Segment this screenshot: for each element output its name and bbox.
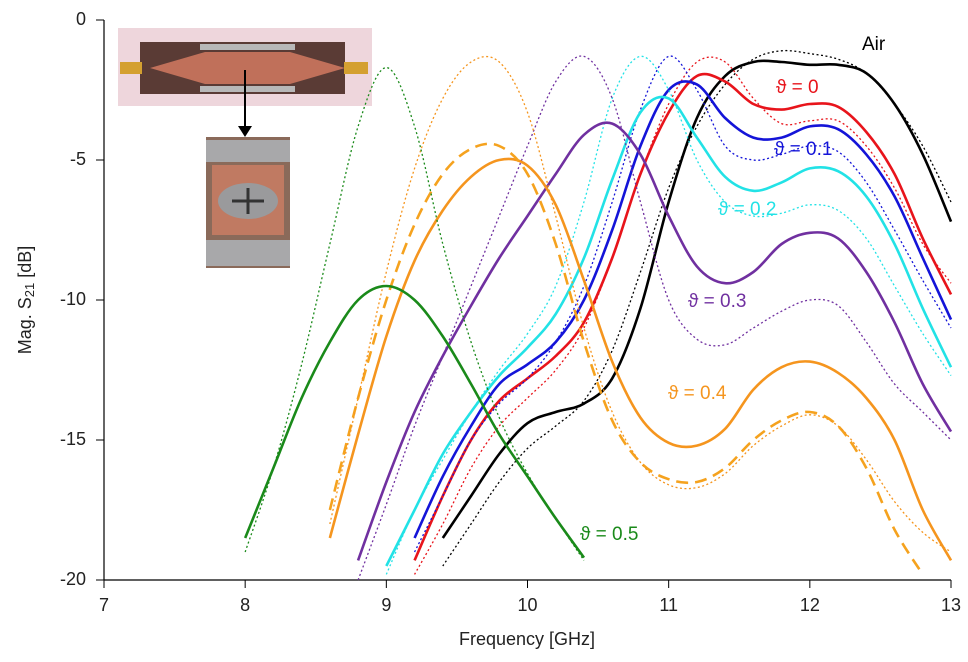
curve-label: ϑ = 0	[776, 77, 819, 98]
series-line	[413, 80, 953, 539]
y-axis-title: Mag. S21 [dB]	[15, 246, 38, 355]
x-tick-label: 10	[517, 595, 537, 615]
series-line	[328, 142, 924, 576]
series-line	[413, 55, 952, 553]
series-line	[329, 55, 952, 553]
y-tick-label: -10	[60, 289, 86, 309]
x-tick-label: 7	[99, 595, 109, 615]
series-line	[413, 72, 953, 561]
series-line	[244, 66, 585, 561]
series-line	[413, 56, 952, 575]
x-tick-label: 9	[381, 595, 391, 615]
curve-label: ϑ = 0.3	[688, 291, 746, 312]
series-line	[243, 284, 586, 559]
series-line	[356, 121, 953, 561]
x-tick-label: 11	[659, 595, 678, 615]
y-title-suffix: [dB]	[15, 246, 35, 283]
series-line	[385, 95, 953, 567]
series-line	[441, 59, 953, 539]
series-line	[328, 157, 953, 562]
y-tick-label: 0	[76, 9, 86, 29]
curves	[243, 49, 953, 581]
y-tick-label: -20	[60, 569, 86, 589]
y-title-text: Mag. S	[15, 297, 35, 354]
x-tick-label: 12	[800, 595, 820, 615]
inset-photo	[118, 28, 372, 268]
series-line	[442, 49, 952, 567]
y-tick-label: -15	[60, 429, 86, 449]
y-tick-label: -5	[70, 149, 86, 169]
x-axis-title: Frequency [GHz]	[459, 629, 595, 649]
y-title-subscript: 21	[22, 283, 37, 297]
x-tick-label: 13	[941, 595, 961, 615]
curve-label: Air	[862, 34, 886, 55]
curve-label: ϑ = 0.2	[718, 199, 776, 220]
curve-label: ϑ = 0.5	[580, 524, 638, 545]
curve-label: ϑ = 0.4	[668, 383, 727, 404]
series-line	[357, 55, 952, 581]
x-tick-label: 8	[240, 595, 250, 615]
curve-label: ϑ = 0.1	[774, 139, 832, 160]
